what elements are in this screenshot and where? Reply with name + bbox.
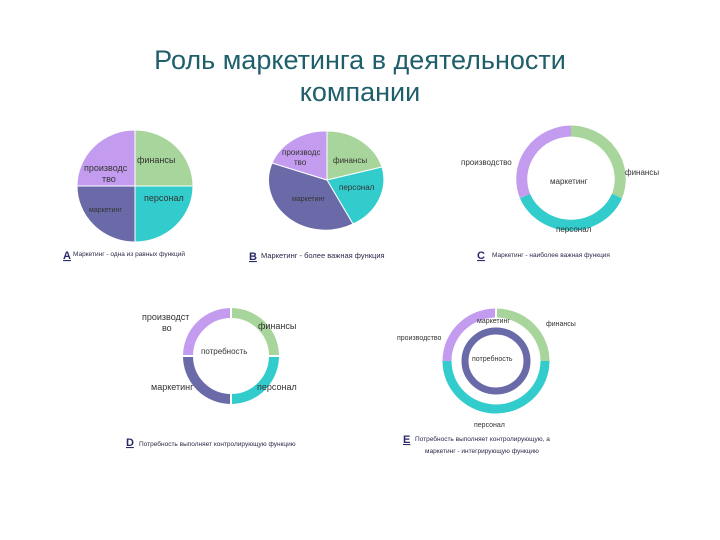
diagram-a-caption: Маркетинг - одна из равных функций — [73, 250, 185, 258]
diagram-b-production-label-2: тво — [294, 158, 307, 167]
diagram-a-finance-slice — [134, 129, 194, 187]
diagram-a-marketing-label: маркетинг — [89, 207, 122, 214]
page-title-line-2: компании — [299, 77, 421, 107]
diagram-b-production-slice — [271, 130, 328, 181]
diagram-b-finance-slice — [326, 130, 383, 181]
diagram-c-letter: C — [477, 250, 485, 262]
diagram-e-need-label: потребность — [472, 355, 513, 363]
diagram-a-letter: A — [63, 250, 71, 262]
diagram-c-caption: Маркетинг - наиболее важная функция — [492, 251, 610, 259]
diagram-e-finance-label: финансы — [546, 321, 576, 328]
diagram-b-letter: B — [249, 251, 257, 263]
diagram-b-production-label-1: производс — [282, 148, 320, 157]
diagram-c-finance-label: финансы — [625, 168, 659, 177]
diagram-e-caption-line-1: Потребность выполняет контролирующую, а — [415, 435, 550, 443]
diagram-d: производст во финансы потребность маркет… — [126, 306, 297, 449]
diagram-d-marketing-arc — [183, 355, 232, 404]
page-title: Роль маркетинга в деятельности компании — [0, 44, 720, 108]
diagram-a: финансы персонал маркетинг производс тво… — [63, 129, 194, 262]
diagram-a-personnel-label: персонал — [144, 193, 184, 203]
diagram-d-production-label-2: во — [162, 323, 172, 333]
diagram-c-finance-arc — [570, 125, 626, 199]
diagram-a-personnel-slice — [134, 185, 194, 243]
diagram-d-finance-label: финансы — [258, 321, 296, 331]
diagram-e-finance-arc — [495, 308, 550, 362]
diagram-d-letter: D — [126, 437, 134, 449]
diagram-d-caption: Потребность выполняет контролирующую фун… — [139, 440, 296, 448]
diagram-e-letter: E — [403, 434, 410, 446]
diagram-e-personnel-arc — [442, 360, 550, 414]
diagram-b-marketing-slice — [268, 162, 354, 231]
diagram-e-caption-line-2: маркетинг - интегрирующую функцию — [425, 448, 539, 455]
diagram-e-personnel-label: персонал — [474, 422, 505, 429]
diagram-d-production-label-1: производст — [142, 312, 189, 322]
diagram-a-marketing-slice — [76, 185, 136, 243]
diagram-d-personnel-arc — [230, 355, 279, 404]
diagram-d-personnel-label: персонал — [257, 382, 297, 392]
page-title-line-1: Роль маркетинга в деятельности — [154, 45, 566, 75]
diagram-d-production-arc — [183, 308, 232, 357]
diagram-b-personnel-slice — [326, 166, 385, 225]
diagram-e-production-label: производство — [397, 335, 442, 342]
diagram-b-finance-label: финансы — [333, 156, 367, 165]
diagram-c-personnel-label: персонал — [556, 225, 592, 234]
diagram-e-marketing-label: маркетинг — [477, 318, 510, 325]
diagram-e: маркетинг финансы производство потребнос… — [397, 306, 576, 455]
diagram-e-marketing-ring — [461, 327, 531, 395]
diagram-b: финансы персонал маркетинг производс тво… — [249, 130, 385, 263]
diagram-a-finance-label: финансы — [137, 155, 175, 165]
diagram-c-personnel-arc — [519, 193, 623, 231]
diagram-e-production-arc — [442, 308, 497, 362]
diagram-d-finance-arc — [230, 308, 279, 357]
diagram-b-marketing-label: маркетинг — [292, 196, 325, 203]
diagram-c-marketing-label: маркетинг — [550, 177, 588, 186]
diagram-a-production-slice — [76, 129, 136, 187]
diagram-c: производство финансы маркетинг персонал … — [461, 125, 659, 262]
diagram-c-production-label: производство — [461, 158, 512, 167]
diagram-c-production-arc — [516, 125, 572, 199]
diagram-d-need-label: потребность — [201, 347, 247, 356]
diagram-d-marketing-label: маркетинг — [151, 382, 194, 392]
diagram-b-personnel-label: персонал — [339, 183, 375, 192]
diagram-a-production-label-2: тво — [102, 174, 116, 184]
diagram-a-production-label-1: производс — [84, 163, 128, 173]
diagram-b-caption: Маркетинг - более важная функция — [261, 251, 385, 260]
